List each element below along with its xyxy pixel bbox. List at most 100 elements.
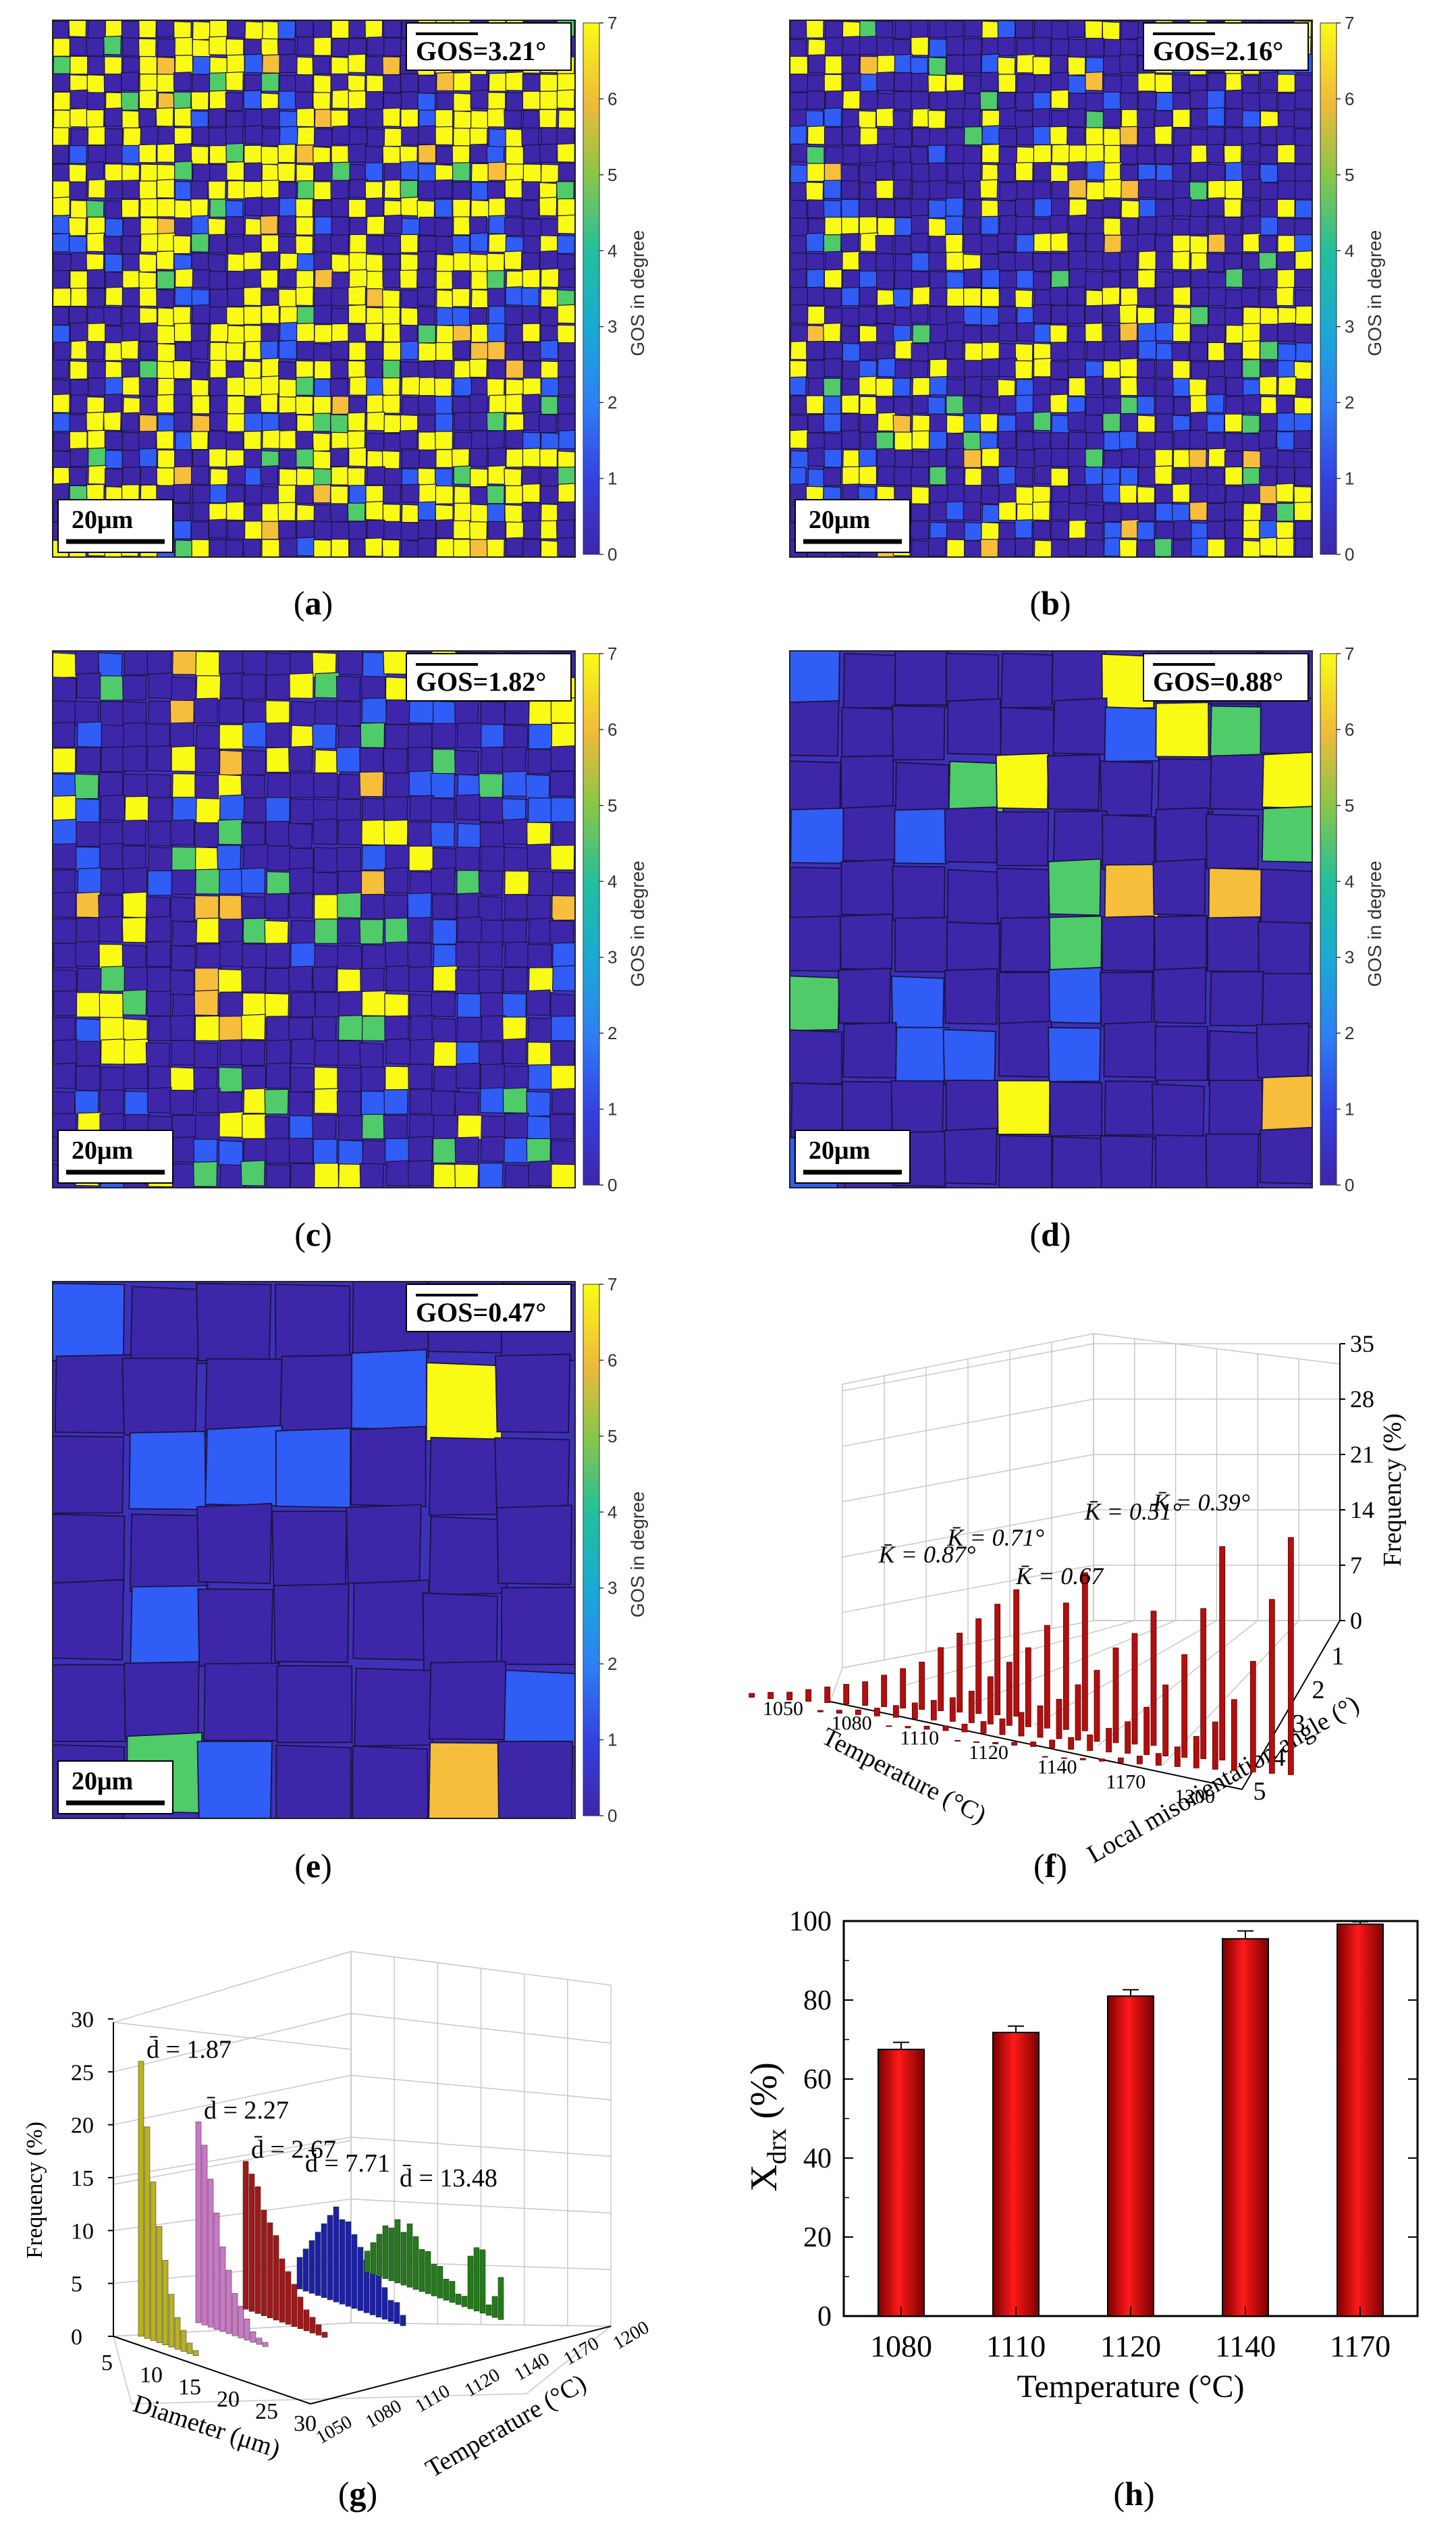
grain (840, 325, 859, 344)
grain (1276, 126, 1295, 145)
grain (540, 217, 560, 237)
grain (1241, 414, 1260, 434)
panel-letter: b (1041, 584, 1060, 622)
grain (981, 199, 1000, 219)
grain (68, 235, 87, 255)
grain (225, 342, 244, 361)
grain (173, 322, 192, 342)
grain (1260, 199, 1278, 218)
grain (1277, 74, 1296, 93)
grain (276, 1664, 353, 1743)
grain (929, 271, 948, 290)
grain (330, 503, 349, 523)
chart-f-series-1110 (817, 1572, 1088, 1731)
grain (946, 378, 965, 398)
grain (53, 109, 72, 129)
grain (488, 305, 508, 325)
grain (1210, 705, 1266, 761)
grain (929, 413, 948, 433)
grain (945, 1080, 999, 1135)
grain (859, 199, 878, 218)
grain (331, 125, 351, 145)
grain (789, 376, 807, 396)
grain (911, 36, 929, 56)
grain (278, 235, 297, 255)
grain (1171, 217, 1190, 238)
chart-g-bar (207, 2178, 214, 2328)
grain (963, 306, 982, 325)
grain (946, 539, 965, 558)
grain (418, 483, 437, 503)
grain (551, 1088, 576, 1114)
grain (456, 793, 481, 820)
grain (296, 414, 315, 434)
grain (209, 323, 230, 342)
gos-map-frame (52, 20, 576, 558)
grain (1015, 199, 1033, 217)
grain (859, 396, 878, 415)
grain (522, 144, 542, 163)
grain (313, 1066, 339, 1093)
grain (1049, 324, 1068, 344)
grain (53, 91, 72, 111)
grain (243, 431, 262, 450)
grain (859, 90, 878, 110)
grain (75, 1066, 101, 1091)
grain (1016, 431, 1035, 450)
grain (261, 180, 279, 199)
grain (487, 465, 506, 485)
grain (240, 1040, 265, 1066)
chart-f-bar (1075, 1684, 1081, 1741)
grain (456, 916, 483, 943)
grain (86, 161, 105, 181)
grain (348, 20, 367, 38)
colorbar-tick-label: 1 (608, 1730, 617, 1750)
grain (103, 411, 122, 431)
scale-bar-label: 20μm (72, 1136, 133, 1165)
grain (1191, 286, 1210, 307)
grain (157, 232, 176, 253)
grain (279, 321, 298, 342)
grain (1068, 74, 1087, 95)
grain (1189, 378, 1208, 398)
grain (192, 1161, 218, 1188)
grain (76, 1041, 101, 1066)
grain (87, 216, 106, 236)
grain (313, 251, 332, 271)
chart-f-bar (1287, 1537, 1294, 1775)
grain (335, 675, 361, 702)
grain (400, 540, 420, 558)
paren-close: ) (321, 1847, 332, 1885)
grain (522, 520, 542, 540)
grain (209, 199, 229, 218)
grain (1137, 539, 1156, 558)
grain (551, 1016, 576, 1041)
chart-h-bar (1107, 1995, 1154, 2317)
grain (140, 126, 159, 145)
grain (790, 395, 809, 415)
grain (288, 745, 313, 772)
grain (1224, 127, 1243, 147)
paren-open: ( (294, 1215, 306, 1253)
grain (504, 847, 529, 873)
chart-f-bar (992, 1741, 999, 1745)
grain (1085, 431, 1105, 452)
grain (470, 181, 490, 201)
grain (122, 845, 146, 871)
grain (558, 342, 576, 361)
grain (824, 448, 842, 468)
grain (312, 432, 331, 452)
grain (1190, 108, 1210, 128)
grain (169, 1089, 194, 1115)
grain (157, 343, 176, 363)
grain (1206, 253, 1225, 273)
grain (1224, 519, 1243, 540)
chart-g-bar (250, 2331, 257, 2343)
grain (330, 360, 349, 379)
grain (192, 415, 211, 434)
grain (1119, 53, 1138, 74)
colorbar-tick-label: 0 (1345, 544, 1354, 564)
grain (241, 1066, 267, 1091)
grain (527, 1041, 552, 1068)
grain (454, 485, 473, 505)
